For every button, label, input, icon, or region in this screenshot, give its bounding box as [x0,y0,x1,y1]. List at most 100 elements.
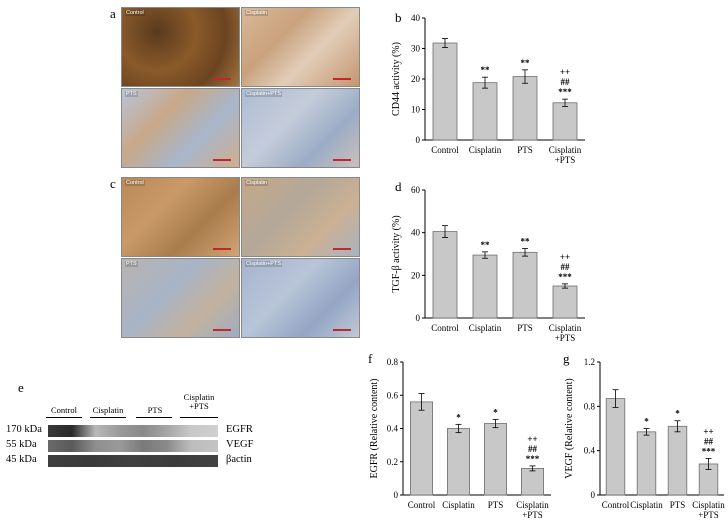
y-tick-label: 60 [411,185,421,195]
micrograph-a-pts: PTS [121,88,240,168]
scale-bar [333,329,351,331]
blot-group-label: Control [51,405,77,415]
bar [447,428,471,496]
blot-protein-label: βactin [226,454,252,465]
y-axis-label: TGF-β activity (%) [391,215,402,292]
bar [432,231,458,319]
bar [484,423,508,496]
blot-protein-label: VEGF [226,439,254,450]
micrograph-label: PTS [125,91,138,97]
y-tick-label: 30 [411,44,421,54]
bar [432,42,458,141]
scale-bar [333,248,351,250]
blot-group-label: PTS [147,405,163,415]
scale-bar [213,78,231,80]
category-label: +PTS [555,333,576,343]
bar [472,82,498,141]
y-tick-label: 0 [394,490,399,500]
y-tick-label: 0 [591,490,596,500]
micrograph-c-pts: PTS [121,258,240,338]
bar [605,398,626,496]
significance-label: ++ [703,426,713,436]
category-label: +PTS [555,155,576,165]
chart-vegf: 0 0.4 0.8 1.2 VEGF (Relative content) Control… [564,357,725,520]
y-tick-label: 0 [416,313,421,323]
blot-kda-label: 45 kDa [6,454,37,465]
bar [512,251,538,319]
bar [512,76,538,141]
category-label: Cisplatin [549,145,582,155]
y-tick-label: 0.8 [387,357,399,367]
significance-label: ## [561,262,571,272]
significance-label: * [644,417,649,427]
y-tick-label: 0 [416,135,421,145]
blot-kda-label: 170 kDa [6,424,42,435]
significance-label: ** [521,58,531,68]
y-axis-label: VEGF (Relative content) [564,378,575,479]
category-label: Cisplatin [469,145,502,155]
scale-bar [213,329,231,331]
blot-band-bactin [48,455,218,467]
y-tick-label: 0.8 [584,401,596,411]
bar [472,254,498,319]
micrograph-label: Cisplatin+PTS [245,91,283,97]
micrograph-a-cisplatin-pts: Cisplatin+PTS [241,88,360,168]
category-label: Cisplatin [692,500,725,510]
y-tick-label: 0.4 [387,424,399,434]
micrograph-a-cisplatin: Cisplatin [241,7,360,87]
bar [667,425,688,496]
scale-bar [213,159,231,161]
western-blot: Control Cisplatin PTS Cisplatin +PTS 170… [0,392,262,467]
significance-label: *** [702,446,716,456]
y-tick-label: 1.2 [584,357,595,367]
chart-egfr: 0 0.2 0.4 0.6 0.8 EGFR (Relative content) Cont… [369,357,551,520]
bar [552,285,578,319]
micrograph-c-cisplatin: Cisplatin [241,177,360,257]
chart-cd44: 0 10 20 30 40 CD44 activity (%) Control ** Cispl… [391,13,585,165]
blot-kda-label: 55 kDa [6,439,37,450]
blot-group-label: Cisplatin [92,405,124,415]
y-tick-label: 0.6 [387,390,399,400]
micrograph-label: Control [125,180,145,186]
significance-label: *** [526,454,540,464]
blot-group-label: Cisplatin +PTS [183,392,215,411]
significance-label: ** [481,65,491,75]
y-axis-label: EGFR (Relative content) [369,379,380,479]
significance-label: * [456,412,461,422]
blot-group-underline [136,417,172,418]
micrograph-label: PTS [125,261,138,267]
bar [410,401,434,496]
blot-group-underline [46,417,82,418]
significance-label: ++ [527,434,537,444]
significance-label: ## [561,77,571,87]
panel-letter-g: g [563,351,570,366]
y-tick-label: 20 [411,270,421,280]
significance-label: ++ [560,252,570,262]
micrograph-c-control: Control [121,177,240,257]
category-label: Cisplatin [442,500,475,510]
y-tick-label: 0.4 [584,446,596,456]
scale-bar [213,248,231,250]
category-label: +PTS [522,510,543,520]
significance-label: ++ [560,67,570,77]
y-tick-label: 20 [411,74,421,84]
micrograph-label: Control [125,10,145,16]
y-tick-label: 40 [411,13,421,23]
category-label: PTS [517,145,533,155]
significance-label: ** [521,236,531,246]
category-label: Control [408,500,436,510]
significance-label: * [675,409,680,419]
micrograph-label: Cisplatin [245,180,269,186]
micrograph-c-cisplatin-pts: Cisplatin+PTS [241,258,360,338]
category-label: Cisplatin [549,323,582,333]
y-tick-label: 10 [411,105,421,115]
category-label: PTS [488,500,504,510]
significance-label: ## [528,444,538,454]
scale-bar [333,78,351,80]
chart-tgfb: 0 20 40 60 TGF-β activity (%) Control ** Cispla… [391,185,585,343]
y-tick-label: 40 [411,228,421,238]
category-label: Cisplatin [630,500,663,510]
scale-bar [333,159,351,161]
category-label: Control [431,323,459,333]
category-label: PTS [517,323,533,333]
